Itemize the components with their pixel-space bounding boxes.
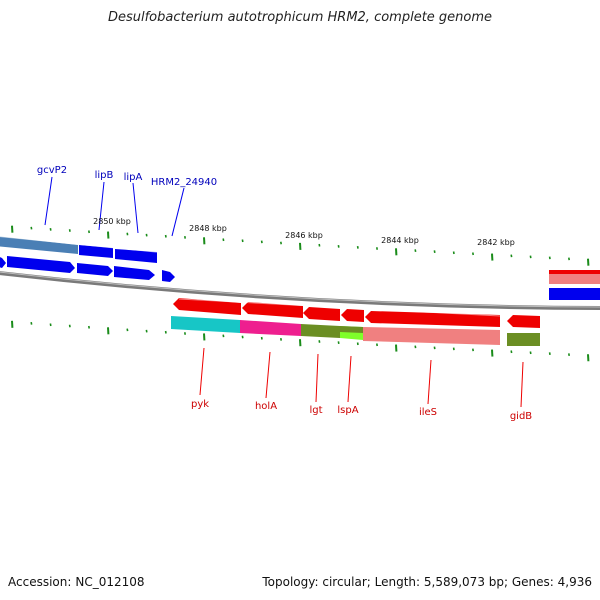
category-band-salmon [363, 327, 500, 345]
gene-label-lipA[interactable]: lipA [124, 172, 143, 234]
svg-text:HRM2_24940: HRM2_24940 [151, 177, 217, 188]
scale-label-2844: 2844 kbp [381, 236, 419, 245]
gene-feature-fwd1[interactable] [0, 255, 6, 268]
category-band-cyan [171, 316, 240, 333]
svg-text:pyk: pyk [191, 399, 209, 410]
category-band-olive [301, 324, 340, 338]
genome-summary: Topology: circular; Length: 5,589,073 bp… [262, 575, 592, 589]
gene-feature-lgt[interactable] [303, 307, 340, 321]
svg-text:lipB: lipB [95, 170, 114, 181]
gene-feature-lipB[interactable] [79, 245, 113, 258]
gene-feature-lspA[interactable] [341, 309, 364, 322]
scale-ticks-bottom [11, 320, 590, 362]
gene-label-gcvP2[interactable]: gcvP2 [37, 165, 67, 226]
svg-text:lipA: lipA [124, 172, 143, 183]
scale-label-2850: 2850 kbp [93, 217, 131, 226]
gene-label-lspA[interactable]: lspA [337, 355, 359, 416]
gene-feature-right-forward[interactable] [549, 288, 600, 300]
gene-feature-holA[interactable] [242, 302, 303, 318]
gene-label-pyk[interactable]: pyk [191, 347, 209, 410]
accession-value: NC_012108 [75, 575, 145, 589]
svg-text:gcvP2: gcvP2 [37, 165, 67, 176]
accession-label: Accession: [8, 575, 72, 589]
gene-label-lipB[interactable]: lipB [95, 170, 114, 231]
gene-feature-pyk[interactable] [173, 298, 241, 315]
gene-feature-lipA[interactable] [115, 249, 157, 263]
gene-label-lgt[interactable]: lgt [309, 353, 323, 416]
accession-text: Accession: NC_012108 [8, 575, 145, 589]
gene-feature-ileS[interactable] [365, 311, 500, 327]
scale-label-2848: 2848 kbp [189, 224, 227, 233]
scale-label-2846: 2846 kbp [285, 231, 323, 240]
gene-label-holA[interactable]: holA [255, 351, 277, 412]
svg-text:lspA: lspA [337, 405, 358, 416]
category-band-olive-3 [507, 333, 540, 346]
scale-label-2842: 2842 kbp [477, 238, 515, 247]
gene-feature-fwd3[interactable] [77, 263, 113, 276]
gene-feature-gidB[interactable] [507, 315, 540, 328]
svg-text:lgt: lgt [309, 405, 322, 416]
genome-backbone [0, 271, 600, 310]
gene-label-gidB[interactable]: gidB [510, 361, 532, 422]
category-band-magenta [240, 320, 301, 336]
gene-feature-HRM2_24940[interactable] [162, 270, 175, 282]
scale-ticks-top [11, 225, 590, 266]
category-band-olive-2 [340, 326, 363, 333]
svg-text:gidB: gidB [510, 411, 532, 422]
genome-title: Desulfobacterium autotrophicum HRM2, com… [107, 10, 493, 25]
gene-label-HRM2_24940[interactable]: HRM2_24940 [151, 177, 217, 237]
gene-label-ileS[interactable]: ileS [419, 359, 437, 418]
gene-feature-gcvP2[interactable] [0, 236, 78, 254]
svg-text:ileS: ileS [419, 407, 437, 418]
svg-text:holA: holA [255, 401, 277, 412]
gene-feature-fwd2[interactable] [7, 256, 75, 273]
gene-feature-fwd4[interactable] [114, 266, 155, 280]
